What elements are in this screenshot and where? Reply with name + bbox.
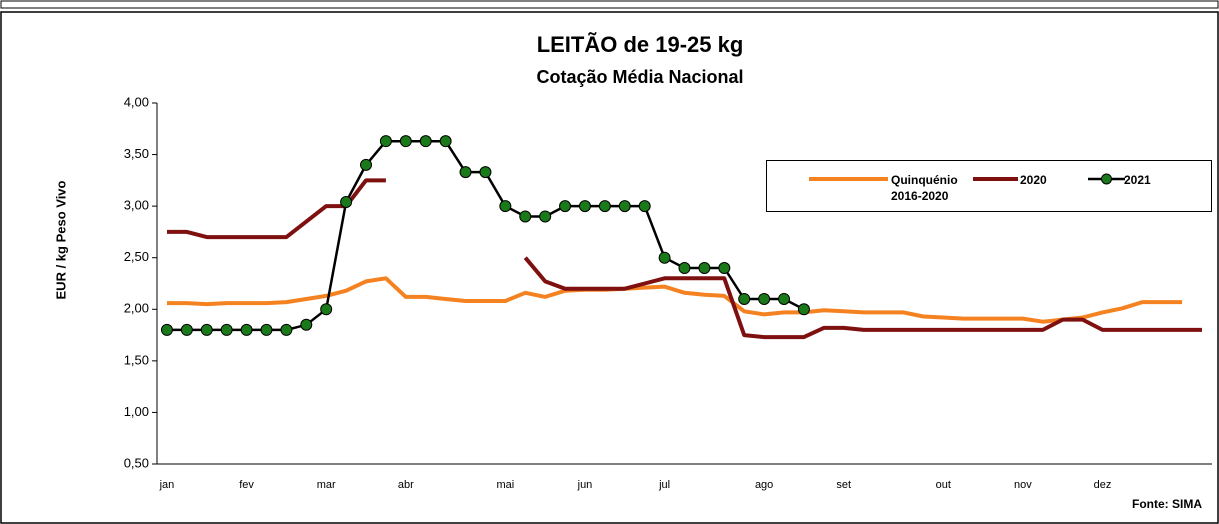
- point: [280, 323, 293, 336]
- point: [698, 262, 711, 275]
- point: [499, 200, 512, 213]
- legend-swatch: [1088, 173, 1125, 185]
- point: [180, 323, 193, 336]
- y-axis-label: EUR / kg Peso Vivo: [53, 180, 68, 299]
- legend-label: Quinquénio 2016-2020: [891, 173, 958, 203]
- point: [539, 210, 552, 223]
- point: [797, 303, 810, 316]
- legend-label: 2021: [1124, 173, 1151, 187]
- point: [160, 323, 173, 336]
- y-tick-label: 3,00: [124, 198, 149, 213]
- legend-label: 2020: [1020, 173, 1047, 187]
- point: [340, 196, 353, 209]
- y-tick-label: 0,50: [124, 455, 149, 470]
- point: [439, 135, 452, 148]
- legend: Quinquénio 2016-2020 2020 2021: [766, 160, 1212, 212]
- source: Fonte: SIMA: [1132, 497, 1202, 511]
- x-tick-label: mar: [317, 479, 336, 491]
- point: [778, 292, 791, 305]
- point: [479, 166, 492, 179]
- point: [578, 200, 591, 213]
- legend-marker: [1101, 173, 1112, 185]
- x-tick-label: jun: [577, 479, 593, 491]
- x-tick-label: jul: [658, 479, 670, 491]
- x-tick-label: fev: [239, 479, 254, 491]
- point: [240, 323, 253, 336]
- point: [758, 292, 771, 305]
- y-tick-label: 3,50: [124, 146, 149, 161]
- x-tick-label: mai: [496, 479, 514, 491]
- y-tick-label: 4,00: [124, 94, 149, 109]
- point: [658, 251, 671, 264]
- point: [559, 200, 572, 213]
- y-tick-label: 2,00: [124, 301, 149, 316]
- y-tick-label: 1,50: [124, 352, 149, 367]
- point: [738, 292, 751, 305]
- point: [300, 318, 313, 331]
- point: [260, 323, 273, 336]
- x-tick-label: nov: [1014, 479, 1032, 491]
- x-tick-label: dez: [1094, 479, 1112, 491]
- x-tick-label: out: [936, 479, 951, 491]
- chart-frame: [0, 11, 1219, 524]
- x-tick-label: set: [836, 479, 851, 491]
- point: [459, 166, 472, 179]
- point: [598, 200, 611, 213]
- top-frame: [0, 0, 1219, 9]
- point: [618, 200, 631, 213]
- point: [519, 210, 532, 223]
- point: [399, 135, 412, 148]
- point: [379, 135, 392, 148]
- x-tick-label: ago: [755, 479, 773, 491]
- point: [360, 158, 373, 171]
- point: [419, 135, 432, 148]
- point: [638, 200, 651, 213]
- point: [320, 303, 333, 316]
- point: [678, 262, 691, 275]
- legend-swatch: [973, 177, 1018, 181]
- point: [200, 323, 213, 336]
- chart-subtitle: Cotação Média Nacional: [536, 67, 743, 87]
- x-tick-label: abr: [398, 479, 414, 491]
- series-line: [167, 276, 1183, 324]
- chart-title: LEITÃO de 19-25 kg: [537, 32, 744, 57]
- x-tick-label: jan: [159, 479, 175, 491]
- point: [718, 262, 731, 275]
- y-tick-label: 2,50: [124, 249, 149, 264]
- legend-swatch: [809, 177, 888, 181]
- point: [220, 323, 233, 336]
- y-tick-label: 1,00: [124, 404, 149, 419]
